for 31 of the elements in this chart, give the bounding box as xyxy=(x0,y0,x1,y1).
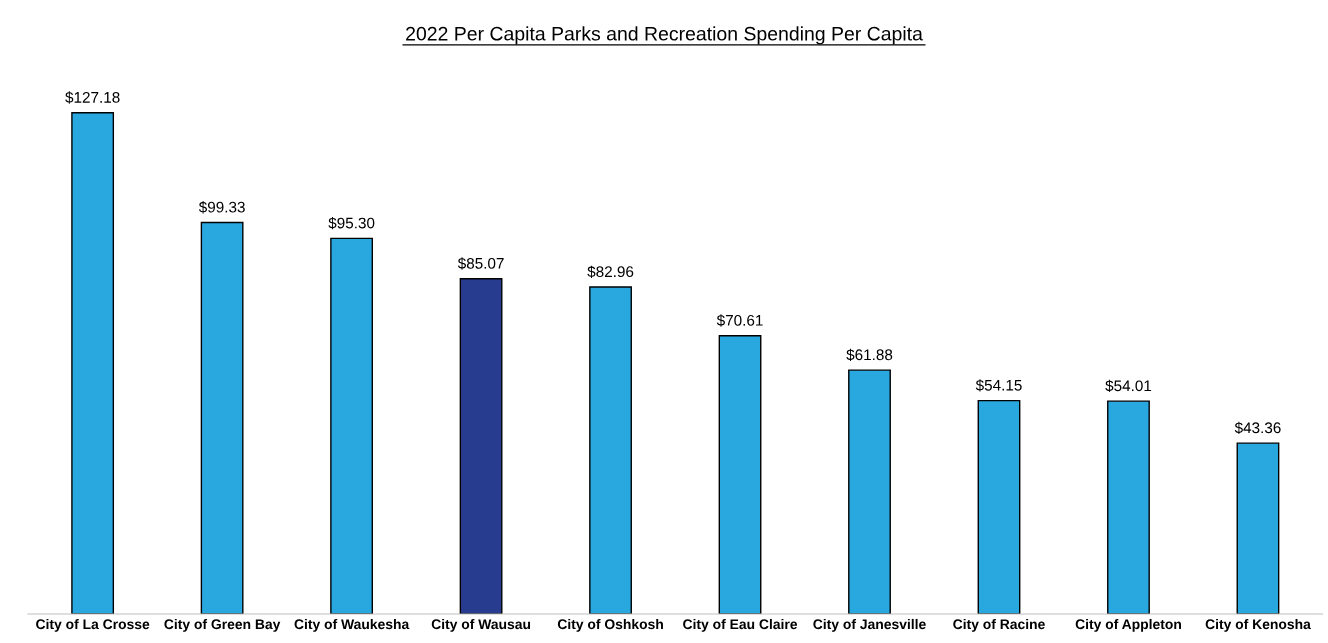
data-label: $70.61 xyxy=(716,314,763,327)
data-label: $82.96 xyxy=(587,265,634,278)
x-tick-label: City of Eau Claire xyxy=(683,618,798,632)
bar xyxy=(71,112,115,615)
bar xyxy=(589,286,632,615)
data-label: $95.30 xyxy=(328,216,375,230)
bar xyxy=(977,399,1021,615)
x-tick-label: City of Waukesha xyxy=(294,618,410,632)
x-tick-label: City of Kenosha xyxy=(1205,618,1311,632)
bar xyxy=(330,237,373,615)
bar xyxy=(200,221,244,615)
data-label: $54.15 xyxy=(975,379,1022,392)
data-label: $85.07 xyxy=(457,257,504,270)
x-tick-label: City of Oshkosh xyxy=(557,618,663,632)
data-label: $54.01 xyxy=(1105,379,1152,393)
bar xyxy=(459,278,503,615)
bar xyxy=(848,369,891,615)
data-label: $99.33 xyxy=(198,201,245,214)
bar xyxy=(1236,442,1280,615)
x-tick-label: City of Racine xyxy=(953,618,1045,632)
x-tick-label: City of Appleton xyxy=(1075,618,1181,632)
x-tick-label: City of Green Bay xyxy=(164,618,281,632)
data-label: $127.18 xyxy=(65,91,120,104)
x-tick-label: City of Wausau xyxy=(431,618,531,632)
bar xyxy=(1107,400,1150,615)
chart-title: 2022 Per Capita Parks and Recreation Spending Per Capita xyxy=(406,26,923,45)
x-tick-label: City of Janesville xyxy=(813,618,926,632)
x-tick-label: City of La Crosse xyxy=(36,618,150,632)
bar xyxy=(718,335,762,615)
data-label: $43.36 xyxy=(1234,421,1281,435)
data-label: $61.88 xyxy=(846,348,893,362)
